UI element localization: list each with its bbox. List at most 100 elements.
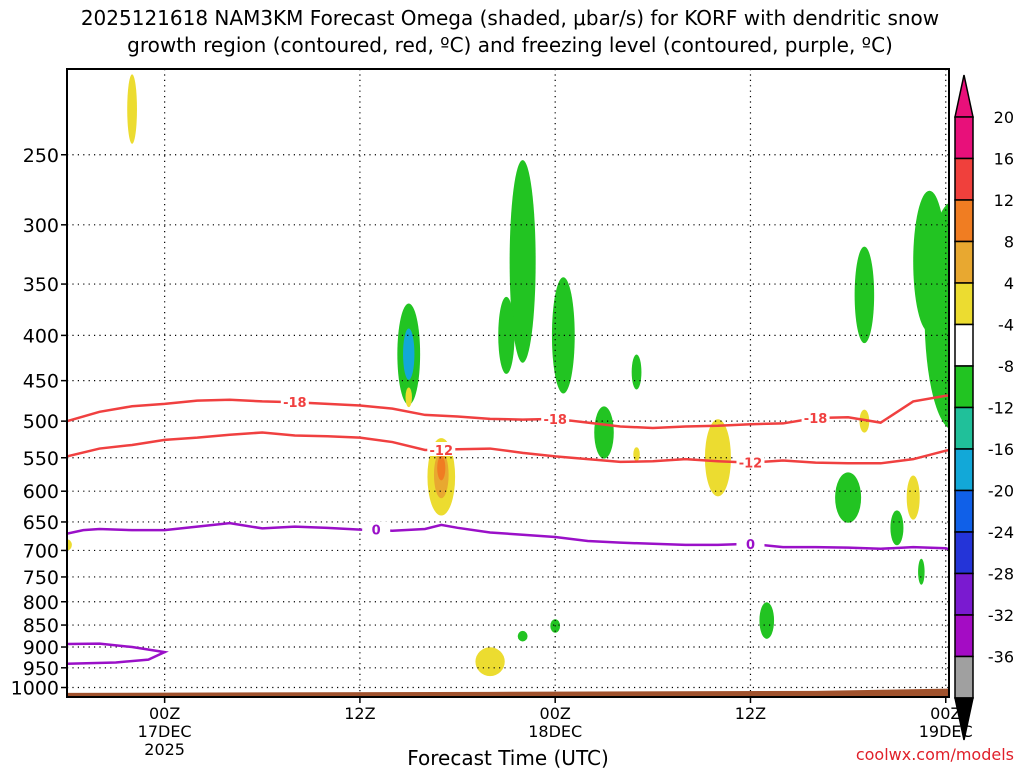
omega-shading <box>67 74 1021 677</box>
contour-label: -12 <box>430 444 454 459</box>
omega-blob <box>403 328 415 380</box>
omega-blob <box>405 387 412 408</box>
y-tick-label: 900 <box>23 637 59 659</box>
contour-label-bg <box>541 410 570 425</box>
colorbar-label: -28 <box>988 565 1014 584</box>
y-tick-label: 500 <box>23 411 59 433</box>
contour-label: -18 <box>283 396 307 411</box>
x-tick-label: 12Z <box>735 704 766 723</box>
y-tick-label: 800 <box>23 592 59 614</box>
contour-label-bg <box>736 454 765 469</box>
contour-line <box>67 431 949 465</box>
omega-blob <box>127 74 137 144</box>
colorbar-segment <box>954 448 974 492</box>
colorbar-segment <box>954 116 974 160</box>
omega-blob <box>633 447 640 462</box>
contour-label: 0 <box>372 524 381 539</box>
omega-blob <box>551 277 575 394</box>
contour-label: -12 <box>739 457 763 472</box>
omega-blob <box>475 647 505 677</box>
contour-label: -18 <box>543 413 567 428</box>
plot-frame <box>66 68 950 698</box>
y-tick-label: 1000 <box>11 678 59 700</box>
x-tick-label: 18DEC <box>528 722 582 741</box>
colorbar-segment <box>954 365 974 409</box>
colorbar-label: -24 <box>988 523 1014 542</box>
colorbar-label: 4 <box>1004 274 1014 293</box>
x-tick-label: 00Z <box>540 704 571 723</box>
colorbar-label: -20 <box>988 482 1014 501</box>
y-tick-label: 700 <box>23 540 59 562</box>
colorbar-label: 8 <box>1004 233 1014 252</box>
contour-label-bg <box>801 410 830 425</box>
y-tick-label: 400 <box>23 325 59 347</box>
omega-blob <box>517 630 528 642</box>
contour-label-bg <box>427 441 456 456</box>
colorbar-segment <box>954 531 974 575</box>
y-tick-label: 950 <box>23 658 59 680</box>
omega-blob <box>437 455 446 481</box>
chart-title-line-2: growth region (contoured, red, ºC) and f… <box>127 33 893 57</box>
omega-blob <box>509 160 536 363</box>
omega-blob <box>835 472 862 523</box>
x-tick-label: 12Z <box>344 704 375 723</box>
contour-label: -18 <box>804 412 828 427</box>
credit-text: coolwx.com/models <box>856 745 1014 764</box>
x-axis-label: Forecast Time (UTC) <box>407 746 609 768</box>
contour-label: 0 <box>746 538 755 553</box>
colorbar-label: 16 <box>994 150 1014 169</box>
colorbar-label: -8 <box>998 357 1014 376</box>
colorbar-label: -36 <box>988 648 1014 667</box>
colorbar-segment <box>954 655 974 699</box>
omega-blob <box>704 419 731 497</box>
y-tick-label: 450 <box>23 371 59 393</box>
colorbar-segment <box>954 157 974 201</box>
colorbar-segment <box>954 323 974 367</box>
colorbar: 20 16 12 8 4 -4 -8 -12 -16 -20 -24 -28 -32 -36 <box>954 74 1014 741</box>
x-tick-label: 2025 <box>144 740 185 759</box>
contour-label-bg <box>736 535 765 550</box>
colorbar-label: 20 <box>994 108 1014 127</box>
y-tick-label: 250 <box>23 145 59 167</box>
y-axis: 2503003504004505005506006507007508008509… <box>11 145 67 700</box>
colorbar-segment <box>954 406 974 450</box>
omega-blob <box>906 475 920 520</box>
colorbar-segment <box>954 199 974 243</box>
x-tick-label: 00Z <box>149 704 180 723</box>
colorbar-top-arrow <box>954 74 974 118</box>
x-tick-label: 19DEC <box>919 722 973 741</box>
contour-label-bg <box>362 521 391 536</box>
x-tick-label: 17DEC <box>138 722 192 741</box>
colorbar-label: -32 <box>988 606 1014 625</box>
colorbar-segment <box>954 282 974 326</box>
contour-label-bg <box>280 394 309 409</box>
y-tick-label: 350 <box>23 274 59 296</box>
dotted-grid <box>67 69 949 697</box>
colorbar-label: -4 <box>998 316 1014 335</box>
omega-blob <box>918 558 925 585</box>
omega-blob <box>1001 461 1021 559</box>
omega-blob <box>67 539 72 551</box>
x-tick-label: 00Z <box>930 704 961 723</box>
y-tick-label: 650 <box>23 512 59 534</box>
y-tick-label: 300 <box>23 215 59 237</box>
y-tick-label: 750 <box>23 567 59 589</box>
omega-blob <box>498 296 515 374</box>
omega-blob <box>854 246 875 344</box>
y-tick-label: 850 <box>23 615 59 637</box>
terrain-surface <box>67 688 949 697</box>
colorbar-segment <box>954 614 974 658</box>
y-tick-label: 550 <box>23 448 59 470</box>
omega-blob <box>890 510 904 546</box>
colorbar-label: 12 <box>994 191 1014 210</box>
temperature-contours: -18 -18 -18 -12 -12 0 0 <box>67 394 949 665</box>
chart-title-line-1: 2025121618 NAM3KM Forecast Omega (shaded… <box>81 6 939 30</box>
y-tick-label: 600 <box>23 481 59 503</box>
colorbar-bottom-arrow <box>954 697 974 741</box>
omega-blob <box>982 149 992 220</box>
omega-blob <box>759 602 775 639</box>
colorbar-label: -12 <box>988 399 1014 418</box>
colorbar-segment <box>954 489 974 533</box>
